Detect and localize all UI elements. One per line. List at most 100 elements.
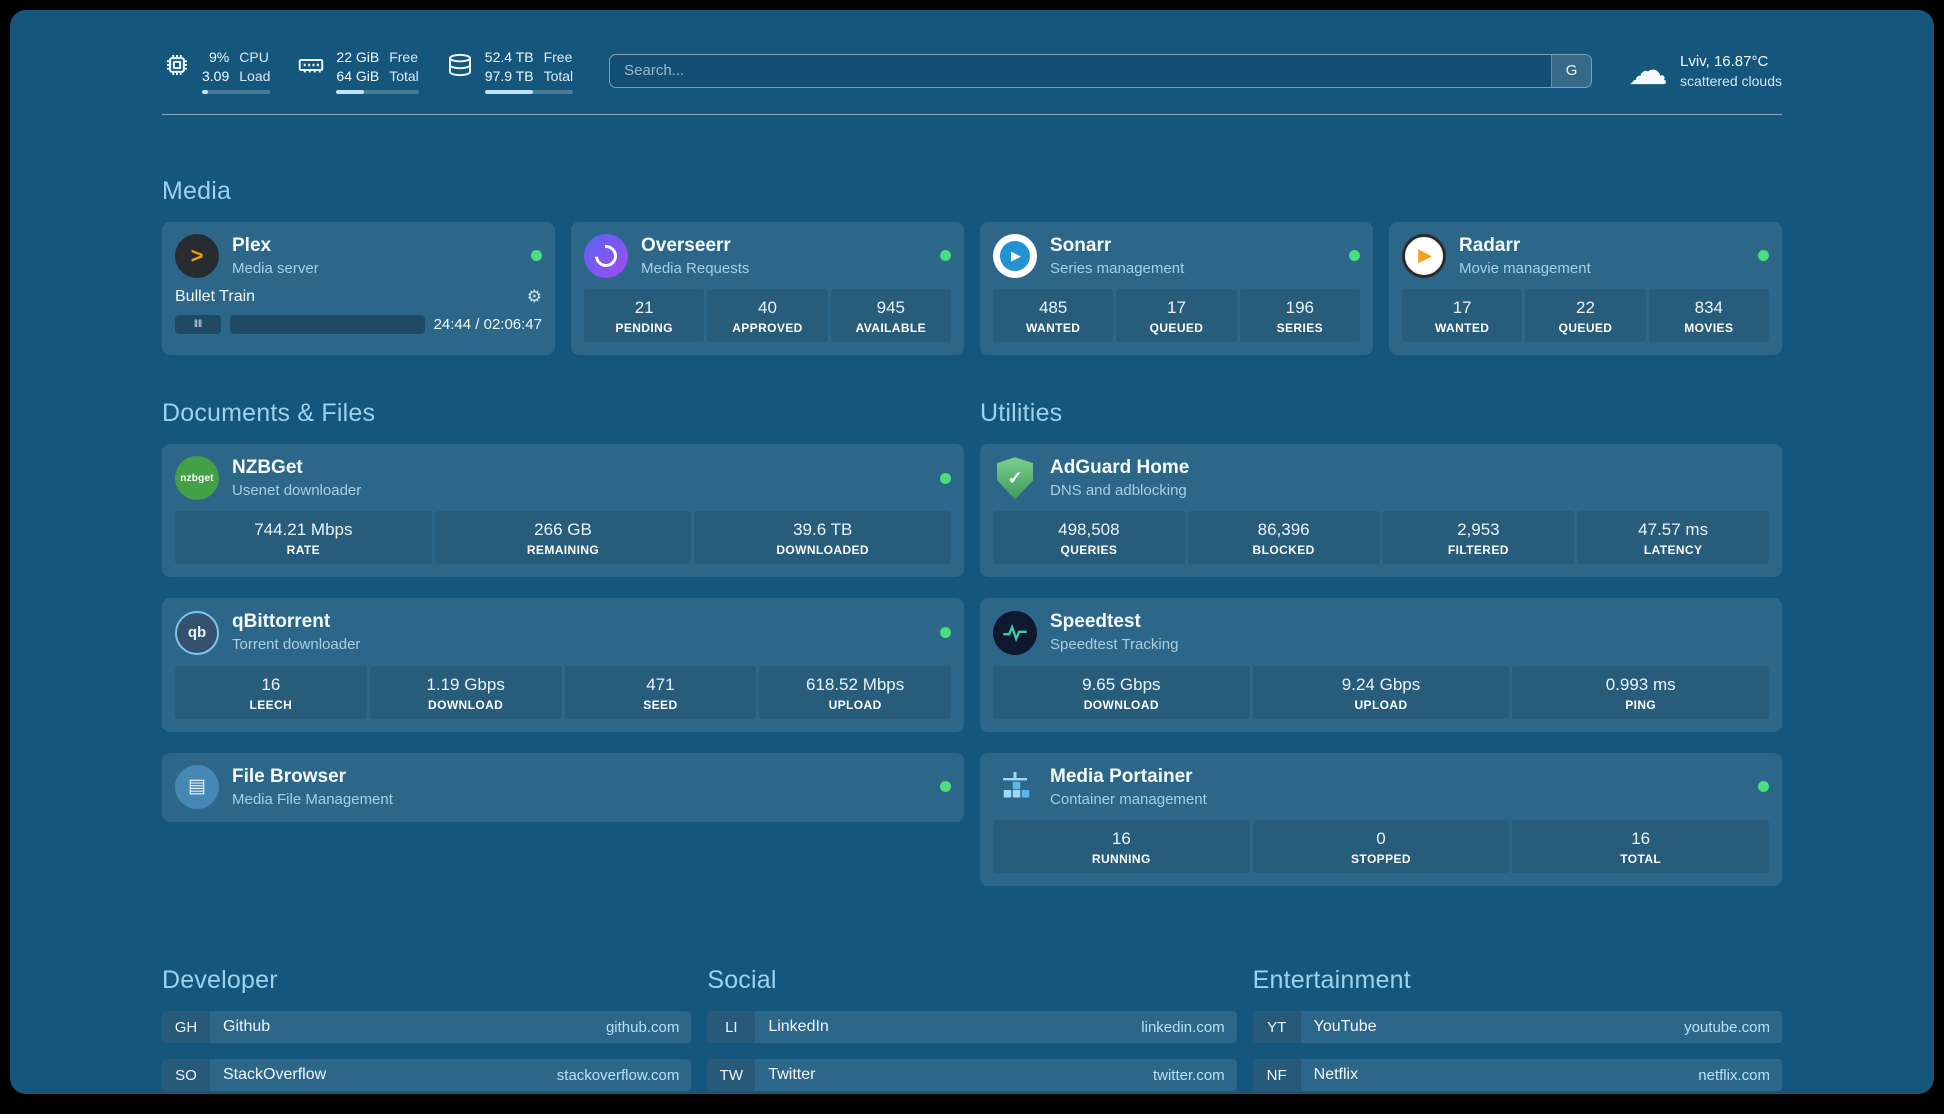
stat-label: BLOCKED [1252,543,1315,558]
service-card-overseerr[interactable]: Overseerr Media Requests 21 PENDING 40 A… [571,221,964,356]
bookmark-name: StackOverflow [223,1066,327,1084]
topbar-divider [162,113,1782,115]
stat-value: 834 [1694,298,1723,318]
stat-label: QUEUED [1149,321,1204,336]
plex-icon: > [175,233,219,278]
stat-tile: 39.6 TB DOWNLOADED [694,511,952,565]
top-bar: 9% 3.09 CPU Load [162,10,1782,115]
stat-value: 22 [1576,298,1595,318]
cpu-load-label: Load [239,67,271,84]
memory-free-label: Free [389,49,419,65]
bookmark-linkedin[interactable]: LI LinkedIn linkedin.com [707,1011,1237,1044]
section-title-social: Social [707,966,777,995]
cpu-usage-value: 9% [209,49,230,65]
stat-value: 485 [1038,298,1068,318]
developer-bookmarks: Developer GH Github github.com SO StackO… [162,966,692,1094]
memory-free-value: 22 GiB [336,49,380,65]
stat-value: 47.57 ms [1638,520,1709,540]
adguard-icon: ✓ [993,456,1037,500]
stat-label: DOWNLOAD [1083,697,1159,712]
section-title-utilities: Utilities [980,399,1063,428]
stat-value: 1.19 Gbps [426,674,505,694]
gear-icon[interactable]: ⚙ [526,287,542,307]
stat-tile: 86,396 BLOCKED [1187,511,1380,565]
memory-usage-bar [336,89,419,94]
bookmark-domain: linkedin.com [1141,1018,1225,1036]
search-provider-button[interactable]: G [1551,54,1592,87]
filebrowser-icon: ▤ [175,764,219,809]
stat-tile: 47.57 ms LATENCY [1577,511,1769,565]
service-card-qbittorrent[interactable]: qb qBittorrent Torrent downloader 16 LEE… [162,598,964,732]
stat-label: APPROVED [732,321,803,336]
search-input[interactable] [610,54,1552,87]
service-card-nzbget[interactable]: nzbget NZBGet Usenet downloader 744.21 M… [162,444,964,578]
disk-widget: 52.4 TB 97.9 TB Free Total [445,48,574,94]
stat-value: 16 [1111,829,1131,849]
section-title-developer: Developer [162,966,278,995]
bookmark-abbr: TW [707,1059,756,1092]
service-description: Container management [1050,790,1207,808]
dashboard: 9% 3.09 CPU Load [10,10,1934,1094]
entertainment-bookmarks: Entertainment YT YouTube youtube.com NF … [1252,966,1782,1094]
service-description: Torrent downloader [232,636,361,654]
stat-label: UPLOAD [1354,697,1408,712]
stat-tile: 1.19 Gbps DOWNLOAD [369,665,562,719]
bookmark-netflix[interactable]: NF Netflix netflix.com [1252,1059,1782,1092]
memory-widget: 22 GiB 64 GiB Free Total [296,48,419,94]
stat-value: 945 [876,298,905,318]
stat-label: DOWNLOADED [776,543,870,558]
stat-value: 9.65 Gbps [1082,674,1161,694]
disk-free-value: 52.4 TB [484,49,534,65]
stat-value: 471 [646,674,675,694]
bookmark-stackoverflow[interactable]: SO StackOverflow stackoverflow.com [162,1059,692,1092]
bookmark-name: Twitter [768,1066,816,1084]
stat-label: SEED [643,697,678,712]
stat-tile: 9.65 Gbps DOWNLOAD [993,665,1250,719]
bookmark-youtube[interactable]: YT YouTube youtube.com [1252,1011,1782,1044]
pause-button[interactable]: ‖‖ [175,315,221,335]
service-name: Radarr [1459,234,1521,256]
stat-value: 2,953 [1457,520,1500,540]
stat-value: 16 [1631,829,1651,849]
bookmark-github[interactable]: GH Github github.com [162,1011,692,1044]
service-name: File Browser [232,765,347,787]
media-section: > Plex Media server Bullet Train ⚙ ‖‖ [162,221,1782,356]
weather-location: Lviv, 16.87°C [1680,52,1769,70]
stat-tile: 17 WANTED [1402,289,1523,343]
portainer-icon [993,765,1037,809]
memory-icon [296,50,326,80]
stat-value: 86,396 [1257,520,1310,540]
section-title-documents: Documents & Files [162,399,376,428]
stat-value: 744.21 Mbps [254,520,353,540]
service-card-portainer[interactable]: Media Portainer Container management 16 … [980,752,1782,887]
bookmark-abbr: GH [162,1011,210,1044]
service-name: NZBGet [232,457,303,479]
bookmark-twitter[interactable]: TW Twitter twitter.com [707,1059,1237,1092]
stat-tile: 618.52 Mbps UPLOAD [759,665,951,719]
service-card-filebrowser[interactable]: ▤ File Browser Media File Management [162,752,964,823]
stat-label: DOWNLOAD [428,697,504,712]
disk-total-label: Total [543,67,574,84]
service-description: Media File Management [232,790,393,808]
service-description: Movie management [1459,259,1591,277]
service-card-adguard[interactable]: ✓ AdGuard Home DNS and adblocking 498,50… [980,444,1782,578]
stat-tile: 0 STOPPED [1252,820,1510,874]
utilities-section: Utilities ✓ AdGuard Home DNS and adblock… [980,399,1782,887]
cpu-icon [162,50,192,80]
stat-value: 618.52 Mbps [805,674,905,694]
playback-progress-bar[interactable] [230,315,425,335]
service-name: AdGuard Home [1050,457,1190,479]
service-card-radarr[interactable]: ▶ Radarr Movie management 17 WANTED [1389,221,1782,356]
now-playing-title: Bullet Train [175,288,256,306]
service-card-plex[interactable]: > Plex Media server Bullet Train ⚙ ‖‖ [162,221,555,356]
stat-label: QUERIES [1060,543,1118,558]
search-widget: G [609,53,1593,88]
service-description: Media server [232,259,319,277]
service-card-speedtest[interactable]: Speedtest Speedtest Tracking 9.65 Gbps D… [980,598,1782,732]
stat-label: TOTAL [1620,852,1662,867]
stat-value: 17 [1167,298,1186,318]
service-card-sonarr[interactable]: ▶ Sonarr Series management 485 WANTED [980,221,1373,356]
stat-tile: 485 WANTED [993,289,1114,343]
stat-value: 196 [1285,298,1314,318]
stat-label: WANTED [1025,321,1081,336]
